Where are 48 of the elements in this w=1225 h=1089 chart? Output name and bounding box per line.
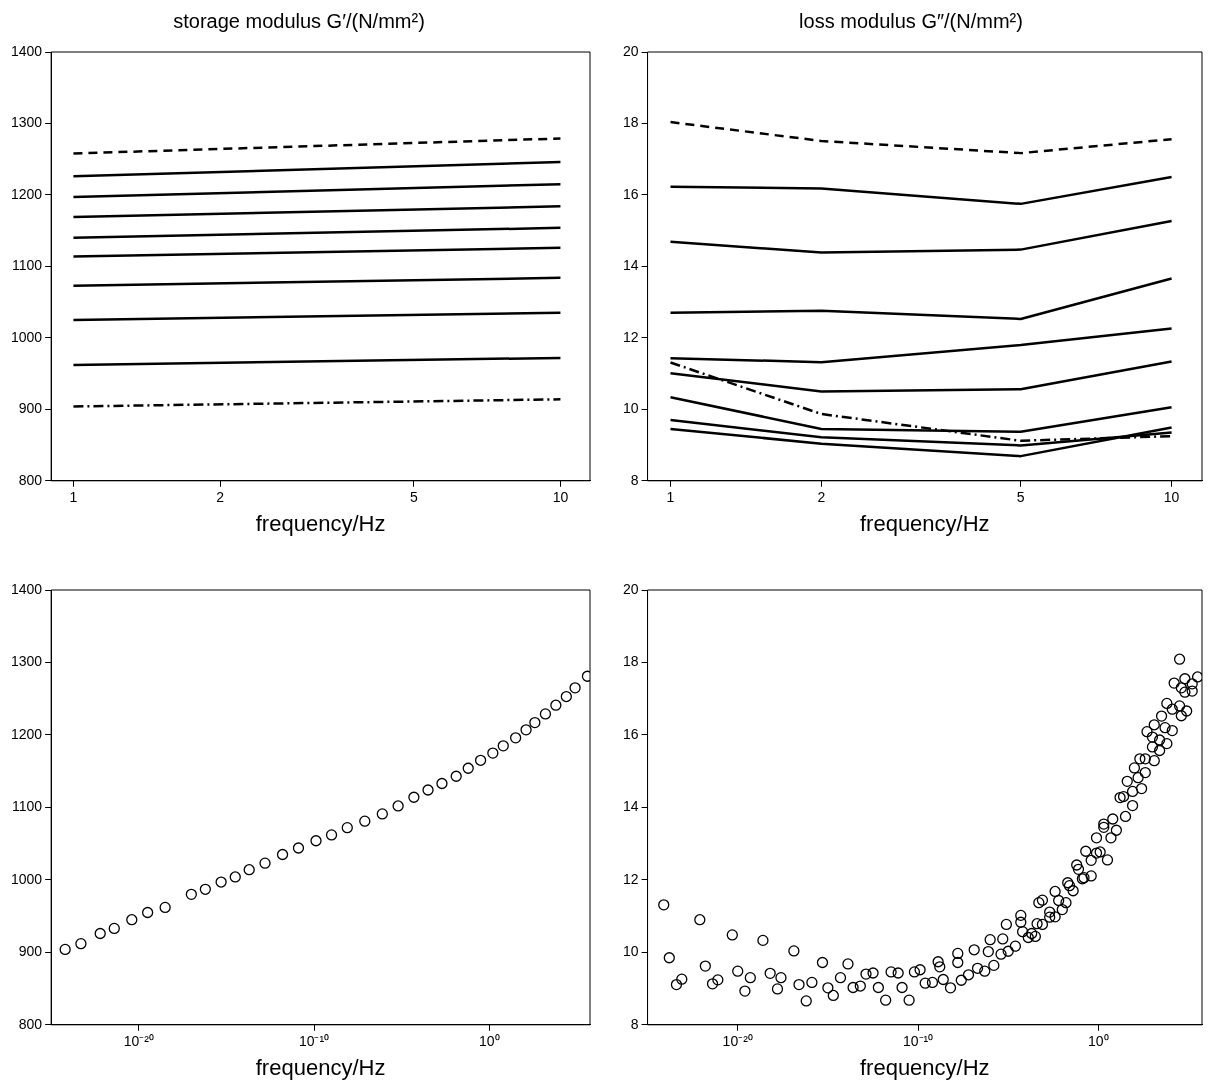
y-tick-label: 14 [622, 257, 639, 274]
y-tick-label: 14 [622, 798, 639, 815]
x-tick-label: 10⁻¹⁰ [902, 1033, 934, 1050]
x-tick-label: 10⁰ [1088, 1033, 1109, 1050]
y-tick-label: 800 [18, 471, 43, 488]
x-tick-label: 10⁻²⁰ [722, 1033, 753, 1050]
x-tick-label: 2 [817, 489, 826, 506]
y-tick-label: 1400 [10, 42, 43, 59]
y-tick-label: 1300 [10, 114, 43, 131]
x-tick-label: 2 [216, 489, 225, 506]
x-tick-label: 10⁻²⁰ [123, 1033, 154, 1050]
x-tick-label: 1 [666, 489, 675, 506]
x-tick-label: 10 [1163, 489, 1180, 506]
x-tick-label: 5 [409, 489, 418, 506]
x-tick-label: 10 [552, 489, 569, 506]
y-tick-label: 10 [622, 943, 639, 960]
y-tick-label: 8 [630, 471, 639, 488]
x-tick-label: 10⁰ [478, 1033, 500, 1050]
y-tick-label: 1000 [10, 870, 43, 887]
y-tick-label: 1100 [12, 798, 43, 815]
y-tick-label: 800 [18, 1015, 43, 1032]
x-tick-label: 5 [1016, 489, 1025, 506]
y-tick-label: 900 [18, 943, 43, 960]
y-tick-label: 1300 [10, 653, 43, 670]
y-tick-label: 1200 [10, 725, 43, 742]
x-axis-title: frequency/Hz [859, 510, 990, 536]
y-tick-label: 1000 [10, 328, 43, 345]
x-axis-title: frequency/Hz [859, 1054, 990, 1080]
chart-title: storage modulus G′/(N/mm²) [173, 9, 425, 32]
x-tick-label: 1 [69, 489, 78, 506]
chart-title: loss modulus G″/(N/mm²) [799, 9, 1023, 32]
y-tick-label: 1100 [12, 257, 43, 274]
y-tick-label: 1400 [10, 580, 43, 597]
y-tick-label: 900 [18, 400, 43, 417]
y-tick-label: 20 [622, 42, 639, 59]
x-tick-label: 10⁻¹⁰ [298, 1033, 330, 1050]
y-tick-label: 8 [630, 1015, 639, 1032]
y-tick-label: 10 [622, 400, 639, 417]
y-tick-label: 20 [622, 580, 639, 597]
y-tick-label: 16 [622, 185, 639, 202]
y-tick-label: 12 [622, 870, 639, 887]
x-axis-title: frequency/Hz [255, 510, 386, 536]
y-tick-label: 16 [622, 725, 639, 742]
y-tick-label: 18 [622, 114, 639, 131]
x-axis-title: frequency/Hz [255, 1054, 386, 1080]
y-tick-label: 18 [622, 653, 639, 670]
y-tick-label: 12 [622, 328, 639, 345]
y-tick-label: 1200 [10, 185, 43, 202]
